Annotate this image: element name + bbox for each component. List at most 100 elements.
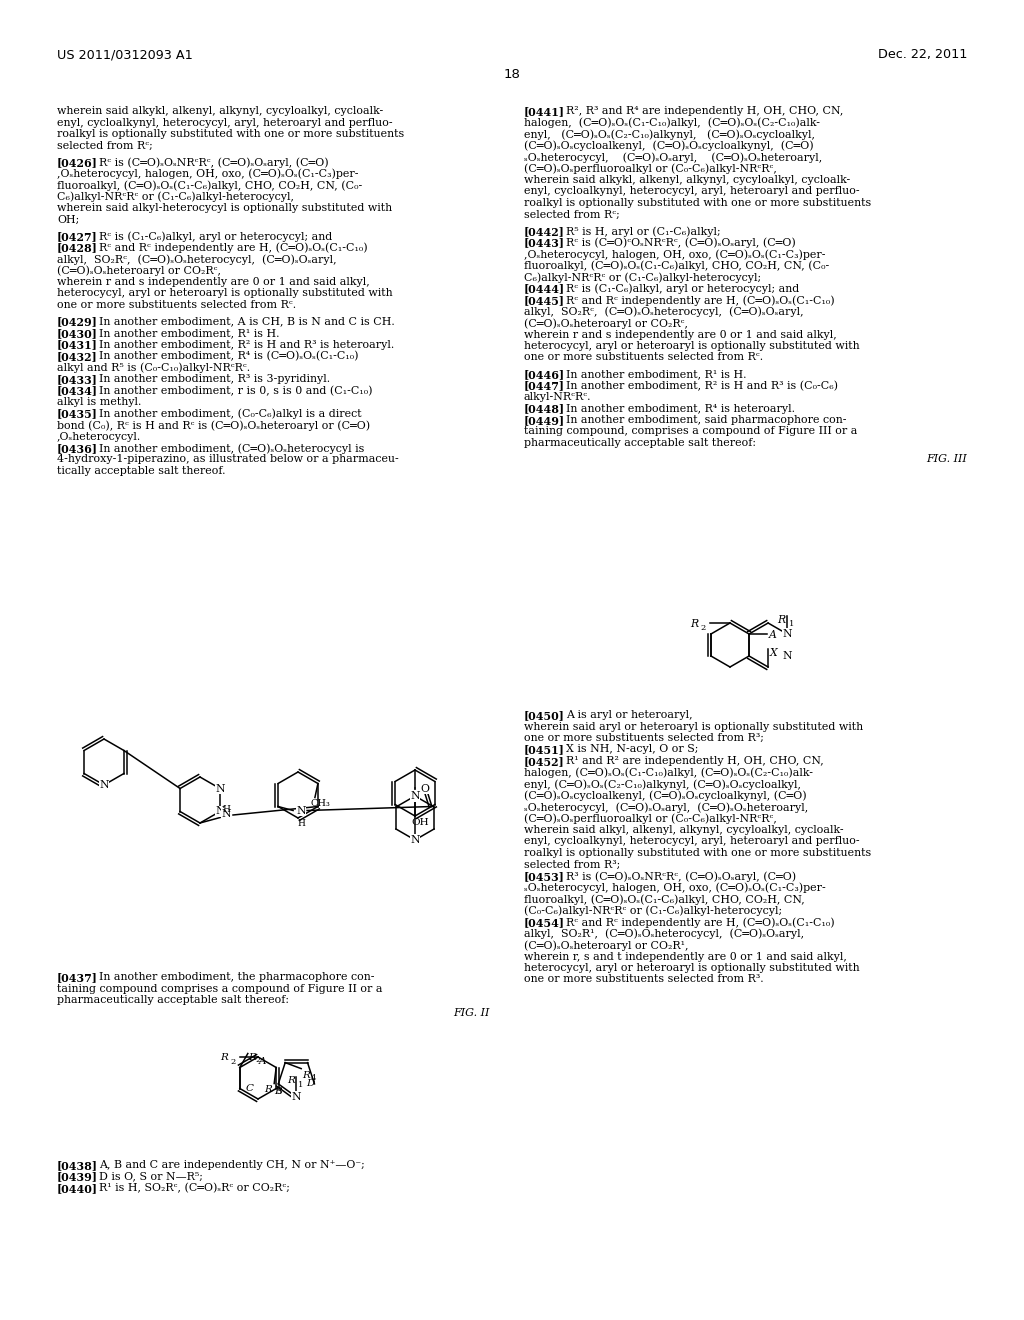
Text: [0439]: [0439]: [57, 1172, 98, 1183]
Text: [0430]: [0430]: [57, 327, 98, 339]
Text: Rᶜ and Rᶜ independently are H, (C═O)ₛOₛ(C₁-C₁₀): Rᶜ and Rᶜ independently are H, (C═O)ₛOₛ(…: [99, 243, 368, 253]
Text: OH;: OH;: [57, 214, 79, 224]
Text: halogen, (C═O)ₛOₛ(C₁-C₁₀)alkyl, (C═O)ₛOₛ(C₂-C₁₀)alk-: halogen, (C═O)ₛOₛ(C₁-C₁₀)alkyl, (C═O)ₛOₛ…: [524, 767, 813, 777]
Text: enyl, cycloalkynyl, heterocycyl, aryl, heteroaryl and perfluo-: enyl, cycloalkynyl, heterocycyl, aryl, h…: [524, 837, 859, 846]
Text: heterocycyl, aryl or heteroaryl is optionally substituted with: heterocycyl, aryl or heteroaryl is optio…: [524, 341, 859, 351]
Text: enyl,   (C═O)ₛOₛ(C₂-C₁₀)alkynyl,   (C═O)ₛOₛcycloalkyl,: enyl, (C═O)ₛOₛ(C₂-C₁₀)alkynyl, (C═O)ₛOₛc…: [524, 129, 815, 140]
Text: C₆)alkyl-NRᶜRᶜ or (C₁-C₆)alkyl-heterocycyl,: C₆)alkyl-NRᶜRᶜ or (C₁-C₆)alkyl-heterocyc…: [57, 191, 294, 202]
Text: H: H: [222, 805, 230, 814]
Text: wherein r and s independently are 0 or 1 and said alkyl,: wherein r and s independently are 0 or 1…: [57, 277, 370, 286]
Text: In another embodiment, R² is H and R³ is heteroaryl.: In another embodiment, R² is H and R³ is…: [99, 339, 394, 350]
Text: 4-hydroxy-1-piperazino, as illustrated below or a pharmaceu-: 4-hydroxy-1-piperazino, as illustrated b…: [57, 454, 398, 465]
Text: 3: 3: [276, 1089, 282, 1097]
Text: R: R: [264, 1085, 272, 1094]
Text: In another embodiment, R¹ is H.: In another embodiment, R¹ is H.: [99, 327, 280, 338]
Text: O: O: [421, 784, 429, 793]
Text: R: R: [690, 619, 698, 630]
Text: [0454]: [0454]: [524, 917, 565, 928]
Text: [0436]: [0436]: [57, 444, 98, 454]
Text: alkyl,  SO₂R¹,  (C═O)ₛOₛheterocycyl,  (C═O)ₛOₛaryl,: alkyl, SO₂R¹, (C═O)ₛOₛheterocycyl, (C═O)…: [524, 928, 804, 939]
Text: pharmaceutically acceptable salt thereof:: pharmaceutically acceptable salt thereof…: [524, 438, 756, 447]
Text: ,Oₛheterocycyl.: ,Oₛheterocycyl.: [57, 432, 141, 441]
Text: Rᶜ is (C₁-C₆)alkyl, aryl or heterocycyl; and: Rᶜ is (C₁-C₆)alkyl, aryl or heterocycyl;…: [566, 284, 800, 294]
Text: In another embodiment, said pharmacophore con-: In another embodiment, said pharmacophor…: [566, 414, 847, 425]
Text: selected from Rᶜ;: selected from Rᶜ;: [57, 140, 153, 150]
Text: 18: 18: [504, 69, 520, 81]
Text: [0428]: [0428]: [57, 243, 98, 253]
Text: wherein said alkyl, alkenyl, alkynyl, cycyloalkyl, cycloalk-: wherein said alkyl, alkenyl, alkynyl, cy…: [524, 825, 844, 836]
Text: selected from R³;: selected from R³;: [524, 859, 621, 870]
Text: N: N: [411, 791, 420, 801]
Text: wherein said alkykl, alkenyl, alkynyl, cycyloalkyl, cycloalk-: wherein said alkykl, alkenyl, alkynyl, c…: [524, 176, 850, 185]
Text: X is NH, N-acyl, O or S;: X is NH, N-acyl, O or S;: [566, 744, 698, 755]
Text: one or more substituents selected from Rᶜ.: one or more substituents selected from R…: [57, 300, 296, 310]
Text: [0427]: [0427]: [57, 231, 97, 242]
Text: N: N: [411, 836, 420, 845]
Text: (C═O)ₛOₛperfluoroalkyl or (C₀-C₆)alkyl-NRᶜRᶜ,: (C═O)ₛOₛperfluoroalkyl or (C₀-C₆)alkyl-N…: [524, 164, 777, 174]
Text: fluoroalkyl, (C═O)ₛOₛ(C₁-C₆)alkyl, CHO, CO₂H, CN,: fluoroalkyl, (C═O)ₛOₛ(C₁-C₆)alkyl, CHO, …: [524, 894, 805, 904]
Text: heterocycyl, aryl or heteroaryl is optionally substituted with: heterocycyl, aryl or heteroaryl is optio…: [57, 289, 392, 298]
Text: R¹ is H, SO₂Rᶜ, (C═O)ₛRᶜ or CO₂Rᶜ;: R¹ is H, SO₂Rᶜ, (C═O)ₛRᶜ or CO₂Rᶜ;: [99, 1183, 290, 1193]
Text: ₛOₛheterocycyl,  (C═O)ₛOₛaryl,  (C═O)ₛOₛheteroaryl,: ₛOₛheterocycyl, (C═O)ₛOₛaryl, (C═O)ₛOₛhe…: [524, 803, 808, 813]
Text: N: N: [221, 809, 230, 818]
Text: (C═O)ₛOₛperfluoroalkyl or (C₀-C₆)alkyl-NRᶜRᶜ,: (C═O)ₛOₛperfluoroalkyl or (C₀-C₆)alkyl-N…: [524, 813, 777, 824]
Text: N: N: [292, 1092, 301, 1102]
Text: roalkyl is optionally substituted with one or more substituents: roalkyl is optionally substituted with o…: [57, 129, 404, 139]
Text: N: N: [782, 651, 792, 661]
Text: [0434]: [0434]: [57, 385, 98, 396]
Text: D is O, S or N—R⁵;: D is O, S or N—R⁵;: [99, 1172, 203, 1181]
Text: wherein said alkyl-heterocycyl is optionally substituted with: wherein said alkyl-heterocycyl is option…: [57, 203, 392, 213]
Text: Rᶜ is (C₁-C₆)alkyl, aryl or heterocycyl; and: Rᶜ is (C₁-C₆)alkyl, aryl or heterocycyl;…: [99, 231, 332, 242]
Text: Rᶜ is (C═O)ₛOₛNRᶜRᶜ, (C═O)ₛOₛaryl, (C═O): Rᶜ is (C═O)ₛOₛNRᶜRᶜ, (C═O)ₛOₛaryl, (C═O): [99, 157, 329, 168]
Text: (C═O)ₛOₛheteroaryl or CO₂Rᶜ,: (C═O)ₛOₛheteroaryl or CO₂Rᶜ,: [524, 318, 688, 329]
Text: ,Oₛheterocycyl, halogen, OH, oxo, (C═O)ₛOₛ(C₁-C₃)per-: ,Oₛheterocycyl, halogen, OH, oxo, (C═O)ₛ…: [57, 169, 358, 180]
Text: 1: 1: [298, 1081, 304, 1089]
Text: taining compound comprises a compound of Figure II or a: taining compound comprises a compound of…: [57, 983, 383, 994]
Text: 1: 1: [790, 620, 795, 628]
Text: alkyl,  SO₂Rᶜ,  (C═O)ₛOₛheterocycyl,  (C═O)ₛOₛaryl,: alkyl, SO₂Rᶜ, (C═O)ₛOₛheterocycyl, (C═O)…: [57, 253, 337, 264]
Text: X: X: [770, 648, 778, 657]
Text: N: N: [782, 630, 792, 639]
Text: N: N: [215, 784, 224, 793]
Text: one or more substituents selected from R³;: one or more substituents selected from R…: [524, 733, 764, 743]
Text: [0447]: [0447]: [524, 380, 565, 392]
Text: ,Oₛheterocycyl, halogen, OH, oxo, (C═O)ₛOₛ(C₁-C₃)per-: ,Oₛheterocycyl, halogen, OH, oxo, (C═O)ₛ…: [524, 249, 825, 260]
Text: FIG. III: FIG. III: [927, 454, 967, 465]
Text: [0438]: [0438]: [57, 1160, 98, 1171]
Text: C₆)alkyl-NRᶜRᶜ or (C₁-C₆)alkyl-heterocycyl;: C₆)alkyl-NRᶜRᶜ or (C₁-C₆)alkyl-heterocyc…: [524, 272, 761, 282]
Text: fluoroalkyl, (C═O)ₛOₛ(C₁-C₆)alkyl, CHO, CO₂H, CN, (C₀-: fluoroalkyl, (C═O)ₛOₛ(C₁-C₆)alkyl, CHO, …: [57, 180, 362, 190]
Text: R: R: [248, 1052, 256, 1061]
Text: enyl, (C═O)ₛOₛ(C₂-C₁₀)alkynyl, (C═O)ₛOₛcycloalkyl,: enyl, (C═O)ₛOₛ(C₂-C₁₀)alkynyl, (C═O)ₛOₛc…: [524, 779, 801, 789]
Text: one or more substituents selected from R³.: one or more substituents selected from R…: [524, 974, 764, 985]
Text: one or more substituents selected from Rᶜ.: one or more substituents selected from R…: [524, 352, 763, 363]
Text: In another embodiment, R³ is 3-pyridinyl.: In another embodiment, R³ is 3-pyridinyl…: [99, 374, 330, 384]
Text: roalkyl is optionally substituted with one or more substituents: roalkyl is optionally substituted with o…: [524, 847, 871, 858]
Text: [0435]: [0435]: [57, 408, 98, 420]
Text: enyl, cycloalkynyl, heterocycyl, aryl, heteroaryl and perfluo-: enyl, cycloalkynyl, heterocycyl, aryl, h…: [524, 186, 859, 197]
Text: alkyl and R⁵ is (C₀-C₁₀)alkyl-NRᶜRᶜ.: alkyl and R⁵ is (C₀-C₁₀)alkyl-NRᶜRᶜ.: [57, 363, 250, 374]
Text: In another embodiment, R⁴ is (C═O)ₛOₛ(C₁-C₁₀): In another embodiment, R⁴ is (C═O)ₛOₛ(C₁…: [99, 351, 358, 362]
Text: 2: 2: [256, 1056, 261, 1064]
Text: (C═O)ₛOₛcycloalkenyl, (C═O)ₛOₛcycloalkynyl, (C═O): (C═O)ₛOₛcycloalkenyl, (C═O)ₛOₛcycloalkyn…: [524, 791, 807, 801]
Text: ₛOₛheterocycyl,    (C═O)ₛOₛaryl,    (C═O)ₛOₛheteroaryl,: ₛOₛheterocycyl, (C═O)ₛOₛaryl, (C═O)ₛOₛhe…: [524, 152, 822, 162]
Text: R³ is (C═O)ₛOₛNRᶜRᶜ, (C═O)ₛOₛaryl, (C═O): R³ is (C═O)ₛOₛNRᶜRᶜ, (C═O)ₛOₛaryl, (C═O): [566, 871, 796, 882]
Text: H: H: [297, 820, 305, 829]
Text: [0426]: [0426]: [57, 157, 98, 168]
Text: US 2011/0312093 A1: US 2011/0312093 A1: [57, 48, 193, 61]
Text: selected from Rᶜ;: selected from Rᶜ;: [524, 210, 620, 219]
Text: [0441]: [0441]: [524, 106, 565, 117]
Text: [0443]: [0443]: [524, 238, 565, 248]
Text: FIG. II: FIG. II: [454, 1008, 490, 1019]
Text: Rᶜ and Rᶜ independently are H, (C═O)ₛOₛ(C₁-C₁₀): Rᶜ and Rᶜ independently are H, (C═O)ₛOₛ(…: [566, 294, 835, 305]
Text: [0445]: [0445]: [524, 294, 565, 306]
Text: [0437]: [0437]: [57, 972, 98, 983]
Text: R: R: [288, 1076, 295, 1085]
Text: In another embodiment, (C₀-C₆)alkyl is a direct: In another embodiment, (C₀-C₆)alkyl is a…: [99, 408, 361, 418]
Text: C: C: [246, 1084, 254, 1093]
Text: [0452]: [0452]: [524, 756, 565, 767]
Text: A: A: [769, 630, 777, 640]
Text: [0444]: [0444]: [524, 284, 565, 294]
Text: [0450]: [0450]: [524, 710, 565, 721]
Text: roalkyl is optionally substituted with one or more substituents: roalkyl is optionally substituted with o…: [524, 198, 871, 209]
Text: (C₀-C₆)alkyl-NRᶜRᶜ or (C₁-C₆)alkyl-heterocycyl;: (C₀-C₆)alkyl-NRᶜRᶜ or (C₁-C₆)alkyl-heter…: [524, 906, 782, 916]
